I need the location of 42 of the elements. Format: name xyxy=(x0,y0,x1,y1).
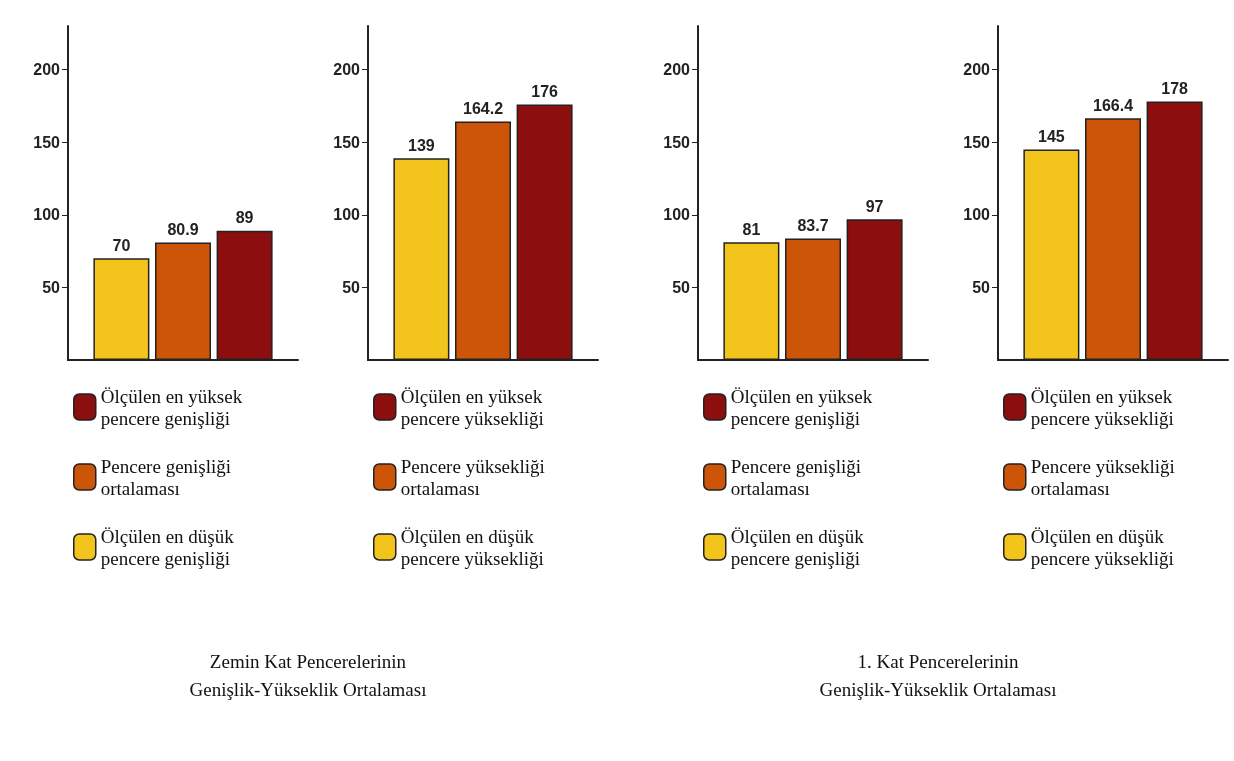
data-label: 166.4 xyxy=(1092,96,1134,114)
data-label: 145 xyxy=(1038,127,1065,145)
legend-label: Pencere genişliği ortalaması xyxy=(100,455,232,499)
y-tick-label: 50 xyxy=(672,278,691,296)
y-tick-label: 200 xyxy=(333,61,361,79)
legend-label: Ölçülen en yüksek pencere genişliği xyxy=(100,385,243,429)
y-tick-label: 200 xyxy=(963,61,991,79)
y-tick-label: 200 xyxy=(33,61,61,79)
y-tick-label: 200 xyxy=(663,61,691,79)
legend-label: Ölçülen en yüksek pencere yüksekliği xyxy=(400,385,544,429)
legend-label: Ölçülen en düşük pencere genişliği xyxy=(100,525,235,569)
legend-label: Pencere yüksekliği ortalaması xyxy=(1030,455,1175,499)
y-tick-label: 100 xyxy=(663,206,691,224)
legend-label: Ölçülen en düşük pencere yüksekliği xyxy=(1030,525,1174,569)
data-label: 89 xyxy=(235,209,254,227)
data-label: 83.7 xyxy=(797,216,829,234)
y-tick-label: 50 xyxy=(42,278,61,296)
data-label: 178 xyxy=(1161,80,1189,98)
data-label: 164.2 xyxy=(462,100,504,118)
y-tick-label: 50 xyxy=(342,278,361,296)
data-label: 70 xyxy=(112,236,131,254)
y-tick-label: 50 xyxy=(972,278,991,296)
data-label: 139 xyxy=(408,136,435,154)
legend-label: Ölçülen en düşük pencere yüksekliği xyxy=(400,525,544,569)
y-tick-label: 150 xyxy=(663,133,691,151)
data-label: 97 xyxy=(865,197,884,215)
y-tick-label: 100 xyxy=(33,206,61,224)
legend-label: Ölçülen en yüksek pencere genişliği xyxy=(730,385,873,429)
legend-label: Pencere genişliği ortalaması xyxy=(730,455,862,499)
data-label: 176 xyxy=(531,82,559,100)
text: Zemin Kat Pencerelerinin Genişlik-Yükseklik Ortalaması xyxy=(189,650,427,702)
text: 1. Kat Pencerelerinin Genişlik-Yükseklik Ortalaması xyxy=(819,650,1057,702)
legend-label: Ölçülen en yüksek pencere yüksekliği xyxy=(1030,385,1174,429)
y-tick-label: 150 xyxy=(963,133,991,151)
y-tick-label: 150 xyxy=(33,133,61,151)
data-label: 80.9 xyxy=(167,221,199,239)
data-label: 81 xyxy=(742,220,761,238)
y-tick-label: 150 xyxy=(333,133,361,151)
y-tick-label: 100 xyxy=(333,206,361,224)
legend-label: Pencere yüksekliği ortalaması xyxy=(400,455,545,499)
legend-label: Ölçülen en düşük pencere genişliği xyxy=(730,525,865,569)
y-tick-label: 100 xyxy=(963,206,991,224)
